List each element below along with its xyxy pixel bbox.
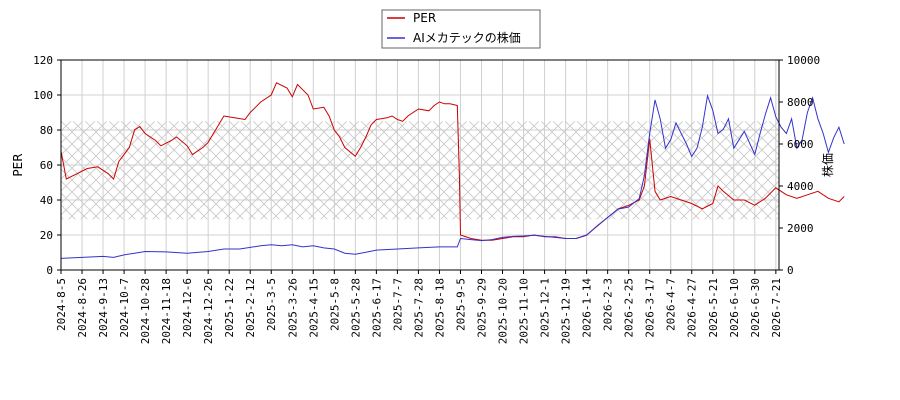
x-tick-label: 2025-12-1 [539, 278, 552, 338]
x-tick-label: 2025-5-28 [349, 278, 362, 338]
x-axis: 2024-8-5 2024-8-26 2024-9-13 2024-10-7 2024-… [55, 270, 783, 344]
x-tick-label: 2025-8-18 [433, 278, 446, 338]
x-tick-label: 2025-9-5 [454, 278, 467, 331]
x-tick-label: 2025-10-20 [497, 278, 510, 344]
x-tick-label: 2024-12-26 [202, 278, 215, 344]
right-tick-label: 10000 [787, 54, 820, 67]
right-tick-label: 4000 [787, 180, 814, 193]
series-line-0 [60, 82, 845, 241]
x-tick-label: 2026-3-17 [644, 278, 657, 338]
x-tick-label: 2024-10-28 [139, 278, 152, 344]
x-tick-label: 2025-3-5 [265, 278, 278, 331]
y-axis-right-title: 株価 [820, 153, 835, 177]
left-tick-label: 40 [40, 194, 53, 207]
legend: PER AIメカテックの株価 [381, 9, 541, 49]
x-tick-label: 2025-12-19 [560, 278, 573, 344]
left-tick-label: 120 [33, 54, 53, 67]
x-tick-label: 2025-6-17 [370, 278, 383, 338]
x-tick-label: 2026-2-3 [602, 278, 615, 331]
left-tick-label: 0 [46, 264, 53, 277]
legend-label-price: AIメカテックの株価 [413, 30, 521, 45]
x-tick-label: 2025-7-7 [391, 278, 404, 331]
x-tick-label: 2026-6-10 [728, 278, 741, 338]
x-tick-label: 2026-4-27 [686, 278, 699, 338]
series-layer [60, 82, 845, 259]
x-tick-label: 2024-9-13 [97, 278, 110, 338]
x-tick-label: 2025-2-12 [244, 278, 257, 338]
legend-box [381, 9, 541, 49]
x-tick-label: 2026-6-30 [749, 278, 762, 338]
x-tick-label: 2024-12-6 [181, 278, 194, 338]
x-tick-label: 2024-11-18 [160, 278, 173, 344]
series-line-1 [60, 93, 845, 259]
right-axis: 0 2000 4000 6000 8000 10000 [779, 54, 820, 277]
x-tick-label: 2024-8-5 [55, 278, 68, 331]
x-tick-label: 2025-9-29 [475, 278, 488, 338]
x-tick-label: 2026-5-21 [707, 278, 720, 338]
right-tick-label: 8000 [787, 96, 814, 109]
x-tick-label: 2025-7-28 [412, 278, 425, 338]
x-tick-label: 2024-8-26 [76, 278, 89, 338]
right-tick-label: 0 [787, 264, 794, 277]
x-tick-label: 2025-1-22 [223, 278, 236, 338]
y-axis-left-title: PER [11, 153, 25, 176]
left-axis: 0 20 40 60 80 100 120 [33, 54, 61, 277]
left-tick-label: 100 [33, 89, 53, 102]
hatched-band [61, 121, 779, 220]
x-tick-label: 2025-5-8 [328, 278, 341, 331]
right-tick-label: 6000 [787, 138, 814, 151]
x-tick-label: 2026-7-21 [770, 278, 783, 338]
right-tick-label: 2000 [787, 222, 814, 235]
x-tick-label: 2025-4-15 [307, 278, 320, 338]
x-tick-label: 2025-11-10 [518, 278, 531, 344]
x-tick-label: 2026-4-7 [665, 278, 678, 331]
left-tick-label: 20 [40, 229, 53, 242]
x-tick-label: 2025-3-26 [286, 278, 299, 338]
left-tick-label: 60 [40, 159, 53, 172]
legend-label-per: PER [413, 11, 436, 25]
x-tick-label: 2026-1-14 [581, 278, 594, 338]
left-tick-label: 80 [40, 124, 53, 137]
x-tick-label: 2024-10-7 [118, 278, 131, 338]
x-tick-label: 2026-2-25 [623, 278, 636, 338]
